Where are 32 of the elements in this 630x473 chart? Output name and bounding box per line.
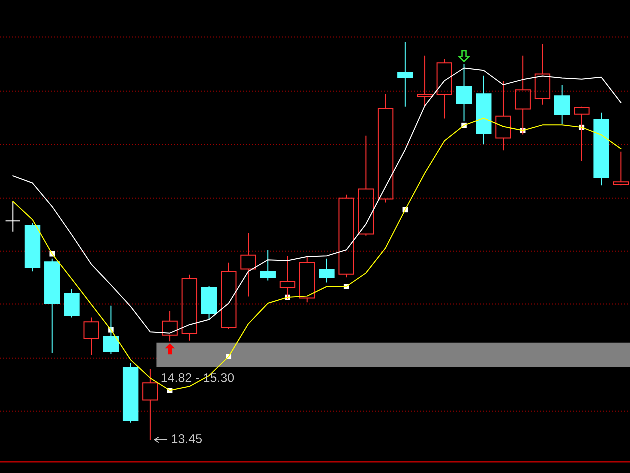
candlestick [417,55,433,108]
candlestick [436,58,453,120]
candlestick [260,250,276,282]
candlestick [594,112,610,186]
candlestick [338,194,354,278]
annotation: 13.45 [172,434,202,444]
candlestick [24,222,41,272]
candlestick [378,94,394,204]
candlestick [299,256,316,304]
candlestick [103,305,120,355]
candlestick [44,258,60,354]
candlestick [162,310,178,342]
candlestick [456,64,472,122]
candlestick [84,317,100,356]
candlestick [240,232,256,298]
candlestick [554,84,570,124]
band-label: 14.82 - 15.30 [162,373,234,382]
candlestick [122,362,139,424]
candlestick [142,368,158,440]
candlestick [358,135,374,236]
candlestick [496,80,512,152]
candlestick [182,274,198,342]
candlestick [64,288,80,318]
candlestick [319,258,335,284]
candlestick [201,285,218,320]
candlestick [574,106,590,162]
candlestick [221,262,237,330]
candlestick [398,41,414,108]
candlestick [613,151,630,186]
candlestick [476,75,492,146]
candlestick [534,43,551,106]
candlestick [5,201,21,232]
